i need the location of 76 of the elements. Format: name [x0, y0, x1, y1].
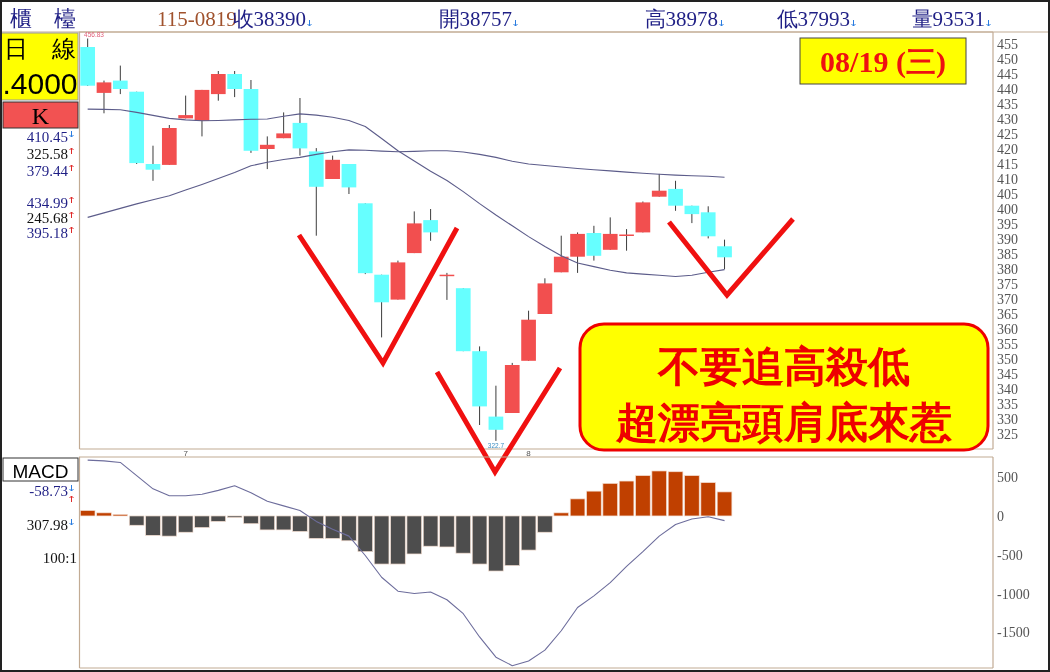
y-tick-label: 440: [997, 82, 1018, 97]
y-tick-label: 335: [997, 397, 1018, 412]
y-tick-label: 430: [997, 112, 1018, 127]
y-tick-label: 330: [997, 412, 1018, 427]
candlestick: [276, 111, 291, 139]
chart-title: MACD: [12, 460, 69, 482]
line-series: [87, 108, 726, 278]
y-tick-label: 365: [997, 307, 1018, 322]
annotation: 超漂亮頭肩底來惹: [615, 399, 952, 446]
y-tick-label: 500: [997, 470, 1018, 486]
x-tick-label: 7: [183, 448, 189, 458]
candlestick: [145, 145, 161, 182]
text: 325.58: [26, 146, 68, 162]
candlestick: [488, 385, 504, 442]
candlestick: [570, 231, 585, 274]
candlestick: [717, 239, 732, 270]
text: 434.99: [26, 195, 68, 211]
line-series: [87, 459, 726, 667]
text: 開38757: [438, 7, 512, 31]
text: 379.44: [26, 163, 69, 179]
text: K: [31, 103, 50, 129]
y-tick-label: 0: [997, 508, 1004, 524]
y-tick-label: 350: [997, 352, 1018, 367]
y-tick-label: 455: [997, 37, 1018, 52]
y-tick-label: 420: [997, 142, 1018, 157]
y-tick-label: 340: [997, 382, 1018, 397]
candlestick: [96, 80, 112, 114]
candlestick: [341, 163, 357, 195]
candlestick: [227, 70, 242, 98]
candlestick: [259, 135, 275, 170]
y-tick-label: 325: [997, 427, 1018, 442]
y-tick-label: 385: [997, 247, 1018, 262]
y-tick-label: 395: [997, 217, 1018, 232]
chart-title: 櫃 檯: [10, 6, 76, 31]
y-tick-label: -500: [997, 547, 1023, 563]
text: -58.73: [29, 483, 68, 499]
candlestick: [112, 65, 128, 95]
x-tick-label: 8: [526, 448, 532, 458]
y-tick-label: 355: [997, 337, 1018, 352]
y-tick-label: 390: [997, 232, 1018, 247]
y-tick-label: 400: [997, 202, 1018, 217]
candlestick: [684, 205, 700, 224]
y-tick-label: -1000: [997, 586, 1030, 602]
y-tick-label: 405: [997, 187, 1018, 202]
candlestick: [586, 225, 602, 262]
y-tick-label: 450: [997, 52, 1018, 67]
annotation: 不要追高殺低: [657, 343, 910, 390]
text: 115-0819: [157, 7, 237, 31]
y-tick-label: -1500: [997, 625, 1030, 641]
text: 高38978: [644, 7, 718, 31]
text: 08/19 (三): [820, 45, 946, 79]
y-tick-label: 445: [997, 67, 1018, 82]
candlestick: [210, 70, 226, 102]
text: 245.68: [26, 210, 68, 226]
y-tick-label: 380: [997, 262, 1018, 277]
y-tick-label: 435: [997, 97, 1018, 112]
candlestick: [651, 173, 667, 198]
y-tick-label: 370: [997, 292, 1018, 307]
text: 395.18: [26, 225, 68, 241]
candlestick: [700, 205, 716, 239]
text: 410.45: [26, 129, 68, 145]
text: 量93531: [911, 7, 985, 31]
candlestick: [668, 180, 683, 212]
text: 日 線: [4, 36, 76, 62]
y-tick-label: 415: [997, 157, 1018, 172]
text: 307.98: [26, 517, 68, 533]
y-tick-label: 410: [997, 172, 1018, 187]
candlestick: [423, 208, 438, 242]
text: .4000: [2, 67, 78, 100]
text: 100:1: [42, 550, 77, 566]
y-tick-label: 360: [997, 322, 1018, 337]
y-tick-label: 345: [997, 367, 1018, 382]
candlestick: [553, 235, 569, 273]
y-tick-label: 375: [997, 277, 1018, 292]
y-tick-label: 425: [997, 127, 1018, 142]
text: 低37993: [776, 7, 850, 31]
